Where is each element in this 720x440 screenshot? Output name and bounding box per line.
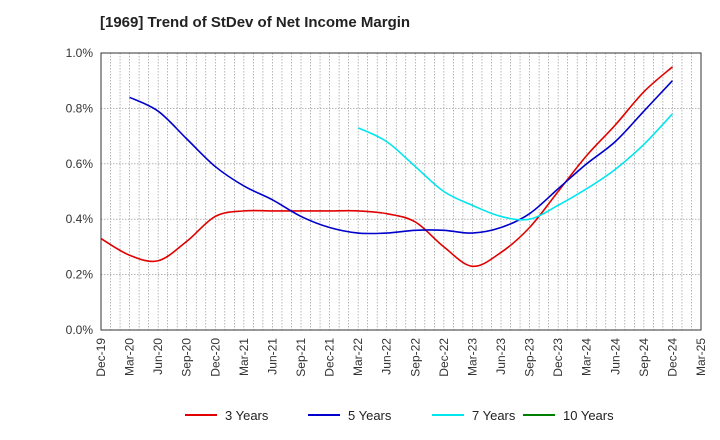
y-axis-tick-labels: 0.0% 0.2% 0.4% 0.6% 0.8% 1.0% (66, 46, 94, 337)
x-tick-label: Jun-21 (265, 338, 279, 375)
chart-legend: 3 Years 5 Years 7 Years 10 Years (185, 408, 614, 423)
x-tick-label: Dec-22 (437, 338, 451, 377)
series-line-5-years (129, 80, 674, 235)
chart-title: [1969] Trend of StDev of Net Income Marg… (100, 14, 411, 31)
x-tick-label: Sep-22 (408, 338, 422, 377)
x-tick-label: Jun-24 (608, 338, 622, 375)
x-axis-tick-labels: Dec-19 Mar-20 Jun-20 Sep-20 Dec-20 Mar-21 Jun-… (94, 338, 708, 377)
series-layer (100, 66, 674, 268)
y-tick-label: 1.0% (66, 46, 94, 60)
x-tick-label: Sep-23 (523, 338, 537, 377)
x-tick-label: Dec-19 (94, 338, 108, 377)
x-tick-label: Mar-24 (580, 338, 594, 376)
series-line-3-years (100, 66, 673, 268)
plot-frame (100, 52, 702, 331)
y-tick-label: 0.4% (66, 212, 94, 226)
x-tick-label: Mar-20 (123, 338, 137, 376)
x-tick-label: Jun-23 (494, 338, 508, 375)
grid-lines (100, 52, 702, 331)
x-tick-label: Dec-23 (551, 338, 565, 377)
x-tick-label: Dec-24 (665, 338, 679, 377)
y-tick-label: 0.8% (66, 101, 94, 115)
x-tick-label: Dec-20 (208, 338, 222, 377)
chart-axes (100, 52, 702, 331)
series-line-7-years (357, 113, 674, 221)
x-tick-label: Jun-20 (151, 338, 165, 375)
legend-label-3-years: 3 Years (225, 408, 269, 423)
y-tick-label: 0.2% (66, 268, 94, 282)
x-tick-label: Sep-20 (180, 338, 194, 377)
x-tick-label: Jun-22 (380, 338, 394, 375)
x-tick-label: Sep-21 (294, 338, 308, 377)
x-tick-label: Sep-24 (637, 338, 651, 377)
y-tick-label: 0.6% (66, 157, 94, 171)
y-tick-label: 0.0% (66, 323, 94, 337)
x-tick-label: Mar-23 (465, 338, 479, 376)
x-tick-label: Mar-25 (694, 338, 708, 376)
x-tick-label: Dec-21 (323, 338, 337, 377)
legend-label-7-years: 7 Years (472, 408, 516, 423)
x-tick-label: Mar-21 (237, 338, 251, 376)
x-tick-label: Mar-22 (351, 338, 365, 376)
legend-label-5-years: 5 Years (348, 408, 392, 423)
legend-label-10-years: 10 Years (563, 408, 614, 423)
